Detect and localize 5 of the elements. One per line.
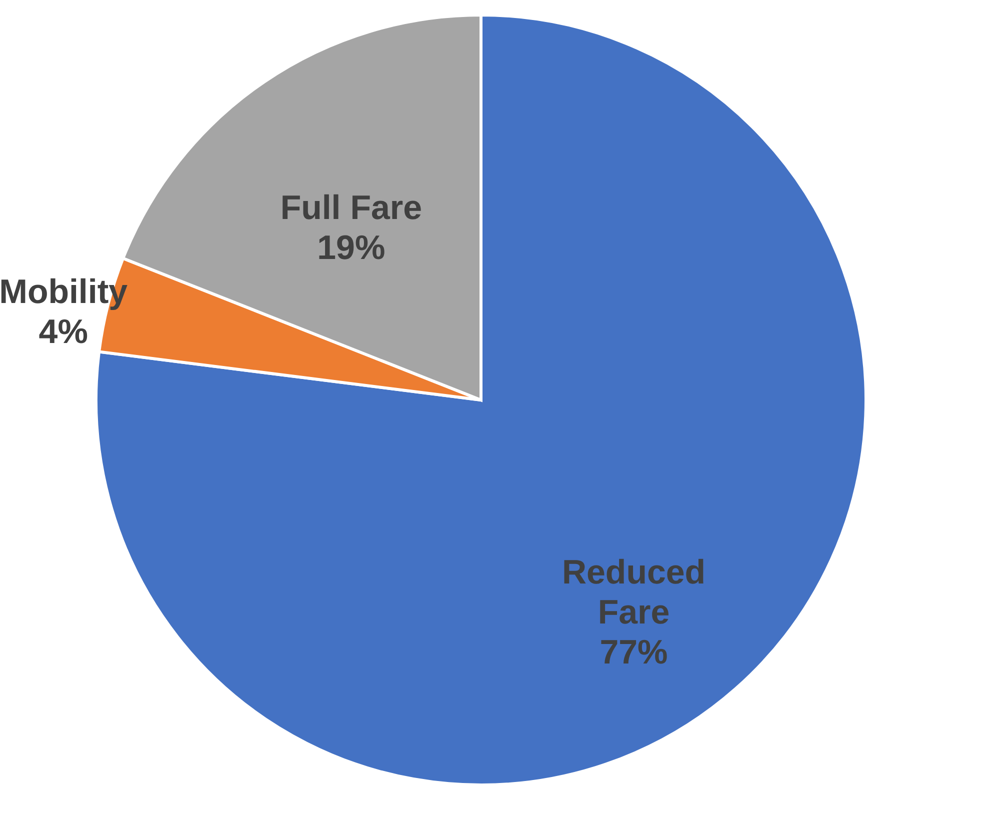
slice-label: Reduced Fare xyxy=(562,553,706,632)
data-label: 19% xyxy=(317,228,386,267)
data-label: 4% xyxy=(38,312,88,351)
data-label: 77% xyxy=(600,633,668,672)
slice-label: Full Fare xyxy=(280,188,422,227)
